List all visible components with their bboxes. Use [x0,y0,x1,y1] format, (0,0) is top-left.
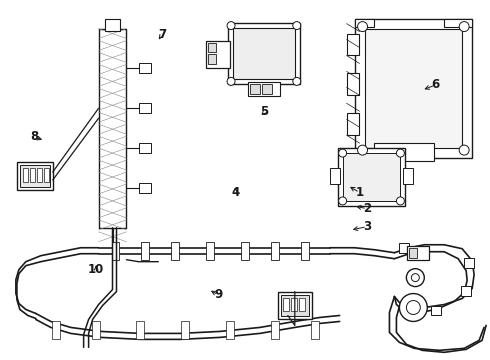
Bar [407,246,429,260]
Circle shape [396,149,404,157]
Circle shape [227,22,235,30]
Bar [444,19,472,27]
Circle shape [406,269,424,287]
Circle shape [339,197,346,205]
Circle shape [399,293,427,321]
Circle shape [412,274,419,282]
Bar [281,294,309,316]
Bar [241,242,249,260]
Bar [346,33,359,55]
Bar [431,306,441,315]
Bar [271,321,279,339]
Bar [92,321,99,339]
Bar [226,321,234,339]
Bar [301,242,309,260]
Bar [206,242,214,260]
Bar [136,321,145,339]
Text: 1: 1 [356,186,364,199]
Circle shape [406,301,420,315]
Bar [208,54,216,64]
Text: 2: 2 [363,202,371,215]
Bar [20,165,50,187]
Bar [374,143,434,161]
Bar [140,103,151,113]
Bar [409,248,417,258]
Bar [338,148,405,206]
Bar [271,242,279,260]
Bar [403,168,414,184]
Circle shape [293,77,301,85]
Bar [346,113,359,135]
Circle shape [396,197,404,205]
Bar [206,41,230,68]
Circle shape [358,145,368,155]
Text: 9: 9 [214,288,222,301]
Text: 3: 3 [363,220,371,233]
Bar [278,292,312,319]
Bar [299,298,305,311]
Bar [30,168,35,182]
Bar [330,168,340,184]
Bar [140,63,151,73]
Bar [140,143,151,153]
Bar [208,42,216,53]
Bar [355,19,374,27]
Bar [172,242,179,260]
Text: 4: 4 [231,186,239,199]
Bar [365,28,462,148]
Bar [142,242,149,260]
Bar [283,298,289,311]
Bar [343,153,400,201]
Bar [104,19,121,31]
Bar [262,84,272,94]
Text: 7: 7 [158,28,166,41]
Circle shape [293,22,301,30]
Text: 10: 10 [88,263,104,276]
Circle shape [227,77,235,85]
Bar [346,73,359,95]
Bar [112,242,120,260]
Bar [52,321,60,339]
Bar [228,23,300,84]
Bar [181,321,189,339]
Bar [23,168,28,182]
Bar [233,28,295,80]
Text: 6: 6 [431,78,440,91]
Circle shape [459,145,469,155]
Bar [461,285,471,296]
Bar [311,321,319,339]
Bar [404,303,415,314]
Bar [248,82,280,96]
Circle shape [459,22,469,32]
Text: 5: 5 [260,105,269,118]
Bar [37,168,42,182]
Bar [291,298,297,311]
Bar [140,183,151,193]
Bar [17,162,53,190]
Bar [464,258,474,268]
Text: 8: 8 [30,130,38,144]
Bar [355,19,472,158]
Bar [250,84,260,94]
Circle shape [358,22,368,32]
Bar [44,168,49,182]
Circle shape [339,149,346,157]
Bar [399,243,409,253]
